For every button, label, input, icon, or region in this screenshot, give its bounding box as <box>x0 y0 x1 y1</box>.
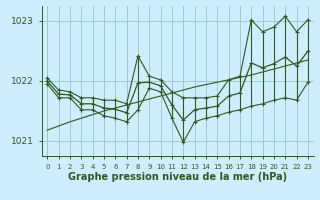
X-axis label: Graphe pression niveau de la mer (hPa): Graphe pression niveau de la mer (hPa) <box>68 172 287 182</box>
